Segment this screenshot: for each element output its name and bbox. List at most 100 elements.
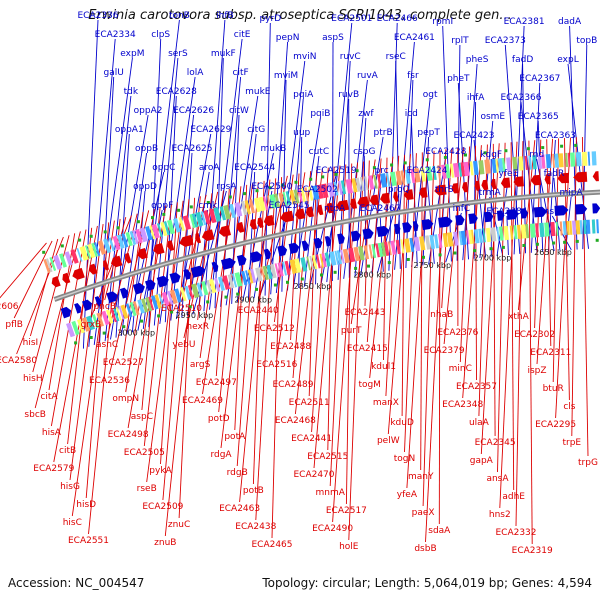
label-connector [110,114,149,340]
gene-label: rplT [451,36,469,46]
forward-cog-box [110,308,117,323]
reverse-cog-box [541,154,546,169]
forward-gene-arrow [506,209,519,220]
reverse-cog-box [208,208,217,224]
feature-tracks [42,143,600,345]
gene-label: ruvB [338,90,359,100]
gene-label: prc [375,166,389,176]
rna-mark [321,175,325,179]
gene-label: pheT [447,74,470,84]
reverse-cog-box [502,157,506,173]
forward-cog-box [334,250,340,265]
reverse-cog-box [182,215,192,230]
gene-label: yfeA [397,490,418,500]
forward-cog-box [466,230,470,245]
forward-gene-arrow [74,303,82,314]
forward-cog-box [453,231,459,246]
label-connector [379,212,384,272]
rna-mark [243,192,247,196]
rna-mark [177,208,181,212]
reverse-gene-arrow [513,176,524,187]
gene-label: ECA2490 [312,524,353,534]
label-connector [88,218,121,535]
forward-cog-box [167,290,174,305]
forward-cog-box [241,270,248,286]
forward-cog-box [446,232,454,247]
reverse-cog-box [160,221,168,237]
gene-label: asnC [96,340,118,350]
forward-gene-arrow [362,228,374,240]
reverse-cog-box [491,158,497,174]
label-connector [441,148,453,309]
gene-label: ECA2509 [142,502,183,512]
reverse-cog-box [293,189,300,204]
gene-label: yebU [172,340,195,350]
label-connector [499,141,518,509]
kbp-tick-label: 2700 kbp [474,254,512,263]
reverse-cog-box [70,249,79,264]
gene-label: ECA2470 [293,470,334,480]
forward-cog-box [151,295,159,310]
label-connector [178,197,196,519]
gene-label: pykA [149,466,172,476]
forward-cog-box [404,238,411,253]
label-connector [571,137,577,437]
rna-mark [42,250,46,254]
rna-mark [151,216,154,220]
forward-cog-box [468,229,473,245]
reverse-gene-arrow [201,229,215,242]
forward-gene-arrow [402,222,412,233]
rna-mark [116,226,120,230]
rna-mark [489,247,493,251]
gene-label: ECA2415 [347,344,388,354]
rna-mark [595,238,599,242]
rna-mark [575,239,579,243]
gene-label: kduD [390,418,414,428]
reverse-gene-arrow [305,206,314,218]
rna-mark [268,186,272,190]
label-connector [203,19,226,312]
reverse-gene-arrow [380,192,391,204]
gene-label: pelW [377,436,400,446]
gene-label: ECA2348 [442,400,483,410]
label-connector [67,227,93,445]
gene-label: osmE [480,112,505,122]
forward-gene-arrow [145,279,156,291]
reverse-cog-box [213,207,222,222]
label-connector [522,63,526,254]
gene-label: aroA [199,163,221,173]
gene-label: ECA2366 [500,93,541,103]
reverse-cog-box [139,227,149,243]
rna-mark [453,251,457,255]
gene-label: mviM [274,71,298,81]
reverse-cog-box [450,163,455,178]
reverse-gene-arrow [317,204,324,216]
label-connector [425,149,447,543]
gene-label: rdgA [210,450,232,460]
gene-label: argS [190,360,211,370]
reverse-cog-box [200,211,207,226]
forward-cog-box [596,219,599,234]
forward-gene-arrow [82,299,93,311]
forward-gene-arrow [288,242,300,254]
rna-mark [89,234,93,238]
gene-label: ECA2512 [254,324,295,334]
gene-label: minC [449,364,472,374]
gene-label: lolA [187,68,205,78]
label-connector [327,166,335,451]
reverse-cog-box [298,188,303,203]
reverse-cog-box [53,254,63,270]
forward-cog-box [496,226,500,241]
gene-label: ECA2334 [95,30,136,40]
rna-mark [501,245,505,249]
reverse-cog-box [340,180,347,195]
forward-cog-box [572,220,577,235]
forward-gene-arrow [554,205,569,216]
gene-label: citE [234,30,251,40]
rna-mark [300,277,304,281]
gene-label: expM [120,49,144,59]
forward-cog-box [419,236,426,251]
gene-label: hisD [76,500,96,510]
forward-cog-box [348,247,356,263]
gene-label: ECA2469 [182,396,223,406]
